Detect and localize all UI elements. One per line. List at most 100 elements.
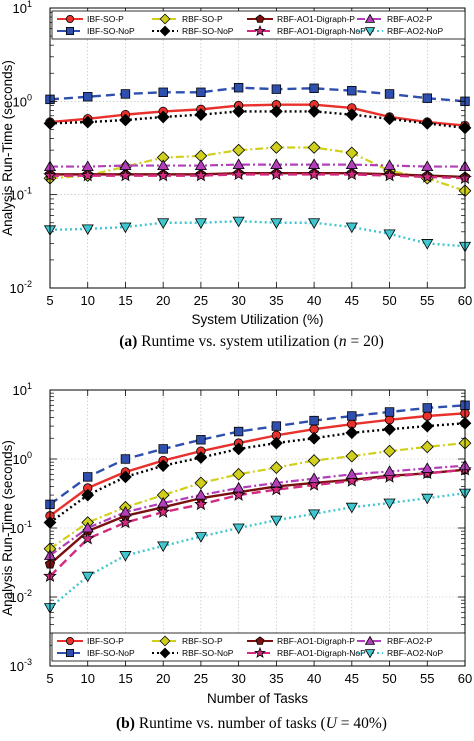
point-rbf-ao2-nop (157, 541, 170, 553)
point-rbf-ao2-p (232, 158, 245, 170)
point-rbf-ao2-p (421, 462, 434, 473)
legend-marker-rbf-so-p (159, 13, 171, 25)
point-ibf-so-nop (271, 84, 282, 94)
legend-marker-rbf-ao1-digraph-p (255, 14, 265, 23)
point-rbf-ao2-p (421, 160, 434, 172)
x-tick-label: 15 (118, 671, 132, 686)
point-rbf-ao2-p (194, 488, 207, 500)
point-rbf-ao1-digraph-nop (156, 504, 170, 518)
y-axis-label: Analysis Run-Time (seconds) (0, 440, 15, 616)
x-tick-label: 20 (156, 293, 170, 308)
point-rbf-ao2-p (345, 468, 358, 479)
chart-a: 5 10 15 20 25 30 35 40 45 50 55 60 10-2 10-1 100 101 Ana… (0, 0, 472, 350)
point-rbf-so-nop (81, 488, 95, 502)
point-rbf-ao2-p (157, 496, 170, 508)
point-rbf-so-p (307, 454, 321, 467)
point-rbf-ao2-nop (308, 218, 321, 229)
x-tick-label: 30 (231, 293, 245, 308)
x-tick-label: 55 (420, 293, 434, 308)
x-tick-label: 10 (80, 293, 94, 308)
point-rbf-ao2-p (119, 505, 132, 517)
point-ibf-so-nop (384, 407, 395, 417)
legend-label-rbf-so-p: RBF-SO-P (182, 636, 223, 646)
x-tick-label: 40 (307, 293, 321, 308)
legend-label-rbf-so-nop: RBF-SO-NoP (182, 648, 234, 658)
legend-label-rbf-ao2-nop: RBF-AO2-NoP (387, 26, 444, 36)
chart-b: 5 10 15 20 25 30 35 40 45 50 55 60 10-3 10-2 10-1 100 10… (0, 381, 472, 732)
x-tick-label: 60 (458, 293, 472, 308)
point-rbf-ao1-digraph-nop (307, 167, 321, 181)
y-tick-label: 100 (13, 92, 32, 109)
point-ibf-so-nop (83, 472, 93, 482)
x-tick-label: 20 (156, 671, 170, 686)
chart-caption: (a) Runtime vs. system utilization (n = … (119, 333, 383, 350)
point-rbf-so-p (232, 467, 246, 481)
point-rbf-so-p (383, 444, 396, 458)
legend-label-rbf-ao1-digraph-nop: RBF-AO1-Digraph-NoP (277, 648, 366, 658)
point-rbf-ao2-nop (383, 229, 396, 241)
point-rbf-so-nop (420, 419, 434, 433)
x-tick-label: 25 (194, 293, 208, 308)
point-rbf-ao1-digraph-nop (118, 515, 133, 529)
point-rbf-ao2-nop (232, 523, 245, 535)
point-rbf-ao2-p (308, 472, 321, 484)
legend-label-ibf-so-p: IBF-SO-P (87, 14, 124, 24)
x-tick-label: 35 (269, 671, 283, 686)
point-rbf-ao2-nop (345, 502, 358, 514)
point-rbf-so-nop (420, 117, 434, 130)
point-rbf-so-nop (383, 422, 396, 436)
x-tick-label: 50 (382, 671, 396, 686)
legend-label-rbf-ao2-p: RBF-AO2-P (387, 636, 433, 646)
legend-label-rbf-so-p: RBF-SO-P (182, 14, 223, 24)
point-rbf-so-p (307, 141, 321, 154)
series-line-rbf-ao2-p (49, 464, 466, 557)
point-rbf-ao2-nop (157, 218, 170, 229)
point-ibf-so-nop (83, 92, 93, 102)
point-rbf-ao2-p (232, 481, 245, 493)
x-tick-label: 45 (345, 671, 359, 686)
point-rbf-ao2-p (270, 158, 283, 170)
x-tick-label: 45 (345, 293, 359, 308)
legend-marker-rbf-ao2-p (364, 635, 376, 645)
legend-label-ibf-so-p: IBF-SO-P (87, 636, 124, 646)
legend-marker-rbf-so-p (159, 635, 171, 647)
series-line-rbf-so-p (49, 146, 466, 192)
point-rbf-ao2-nop (421, 239, 434, 250)
x-tick-label: 35 (269, 293, 283, 308)
point-ibf-so-p (422, 411, 432, 421)
point-ibf-so-nop (158, 444, 168, 454)
point-rbf-ao1-digraph-nop (80, 168, 95, 182)
legend-label-rbf-ao2-nop: RBF-AO2-NoP (387, 648, 444, 658)
point-rbf-ao1-digraph-nop (80, 531, 95, 545)
legend-marker-rbf-ao2-nop (364, 649, 376, 659)
point-rbf-ao2-nop (119, 222, 132, 234)
point-rbf-ao2-nop (194, 532, 207, 543)
series-line-ibf-so-p (49, 103, 466, 127)
point-rbf-ao2-p (119, 159, 132, 171)
series-line-rbf-ao1-digraph-p (50, 171, 466, 179)
point-rbf-ao1-digraph-nop (382, 168, 397, 182)
x-tick-label: 5 (46, 293, 53, 308)
point-rbf-ao2-nop (345, 222, 358, 234)
point-rbf-ao1-digraph-nop (269, 167, 284, 181)
legend-marker-rbf-so-nop (159, 647, 171, 659)
point-ibf-so-nop (233, 82, 244, 93)
point-ibf-so-nop (384, 89, 395, 99)
point-ibf-so-nop (120, 89, 131, 99)
point-rbf-so-nop (307, 105, 321, 118)
point-rbf-so-nop (269, 105, 283, 118)
point-rbf-so-nop (194, 108, 208, 122)
point-rbf-ao1-digraph-nop (194, 168, 208, 182)
x-tick-label: 40 (307, 671, 321, 686)
legend-marker-ibf-so-p (66, 14, 75, 23)
x-tick-label: 55 (420, 671, 434, 686)
point-ibf-so-nop (422, 93, 432, 103)
point-ibf-so-nop (422, 403, 432, 413)
x-tick-label: 30 (231, 671, 245, 686)
legend-marker-rbf-so-nop (159, 25, 171, 37)
point-rbf-ao2-p (345, 158, 358, 170)
chart-caption: (b) Runtime vs. number of tasks (U = 40%… (116, 715, 387, 732)
legend-label-rbf-ao2-p: RBF-AO2-P (387, 14, 433, 24)
point-rbf-so-nop (383, 112, 396, 126)
x-tick-label: 10 (80, 671, 94, 686)
